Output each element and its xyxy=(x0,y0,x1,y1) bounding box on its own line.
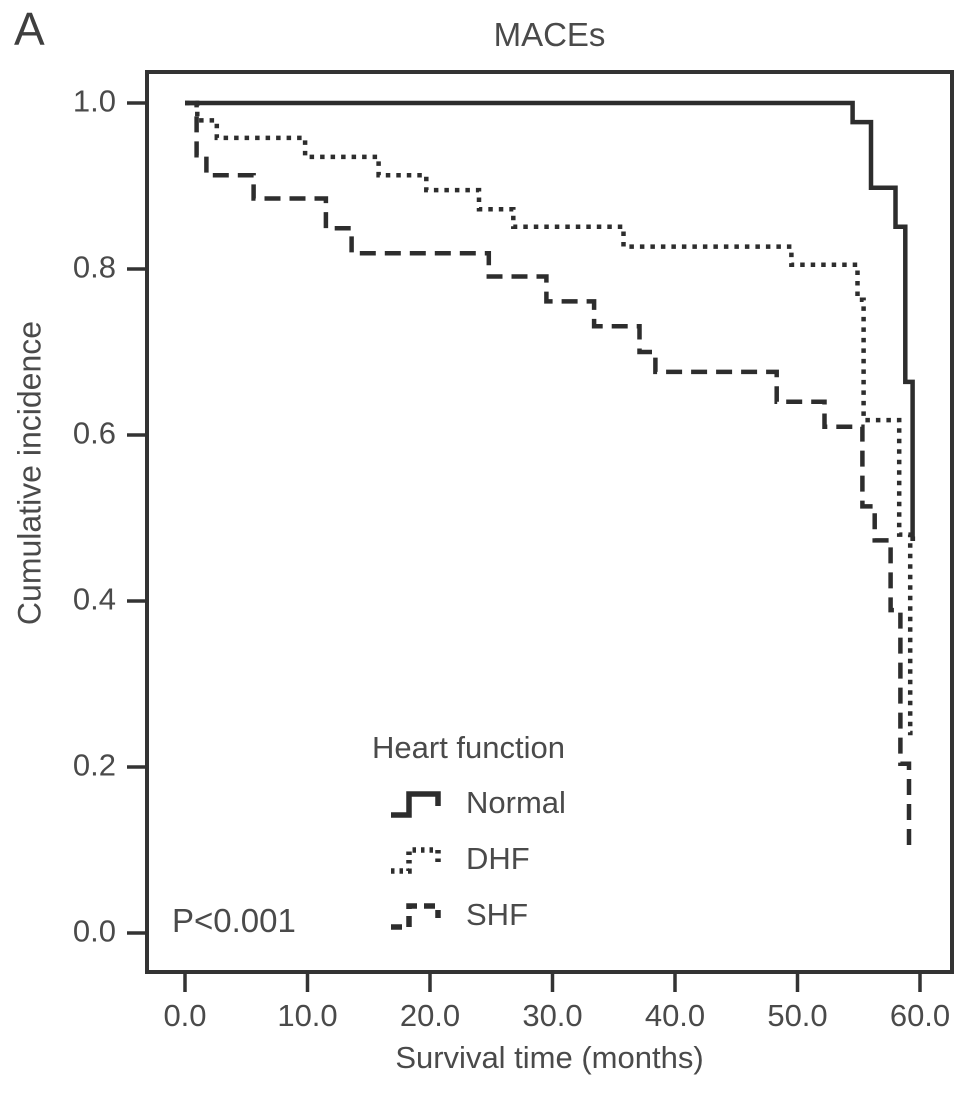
y-axis-title: Cumulative incidence xyxy=(11,320,48,626)
legend-label: Normal xyxy=(466,785,566,820)
series-normal xyxy=(185,100,916,542)
dashed-line-key-icon xyxy=(391,903,441,930)
x-tick-label: 0.0 xyxy=(163,998,207,1033)
x-tick-label: 60.0 xyxy=(889,998,951,1033)
y-tick-label: 1.0 xyxy=(72,83,116,119)
legend: Heart function Normal DHF SHF xyxy=(372,730,566,934)
x-tick-label: 30.0 xyxy=(522,998,583,1033)
series-dhf xyxy=(185,100,913,736)
y-tick-label: 0.8 xyxy=(72,249,116,285)
series-shf xyxy=(185,100,914,851)
legend-item-shf: SHF xyxy=(388,896,566,934)
x-tick-label: 50.0 xyxy=(767,998,828,1033)
plot-frame xyxy=(145,70,954,974)
legend-item-normal: Normal xyxy=(388,784,566,822)
x-axis-title: Survival time (months) xyxy=(395,1040,704,1075)
dotted-line-key-icon xyxy=(391,847,441,874)
x-tick-label: 10.0 xyxy=(277,998,338,1033)
y-tick-label: 0.0 xyxy=(72,913,116,949)
legend-items: Normal DHF SHF xyxy=(372,784,566,934)
y-tick-label: 0.2 xyxy=(72,747,116,783)
panel-label: A xyxy=(14,3,45,55)
x-tick-label: 40.0 xyxy=(644,998,706,1033)
x-tick-label: 20.0 xyxy=(399,998,461,1033)
solid-line-key-icon xyxy=(391,791,441,818)
chart-title: MACEs xyxy=(493,16,606,53)
y-tick-label: 0.4 xyxy=(72,581,116,617)
p-value-annotation: P<0.001 xyxy=(172,902,296,939)
legend-title: Heart function xyxy=(372,730,565,765)
legend-item-dhf: DHF xyxy=(388,840,566,878)
y-tick-label: 0.6 xyxy=(72,415,116,451)
legend-label: SHF xyxy=(466,897,528,932)
legend-label: DHF xyxy=(466,841,530,876)
